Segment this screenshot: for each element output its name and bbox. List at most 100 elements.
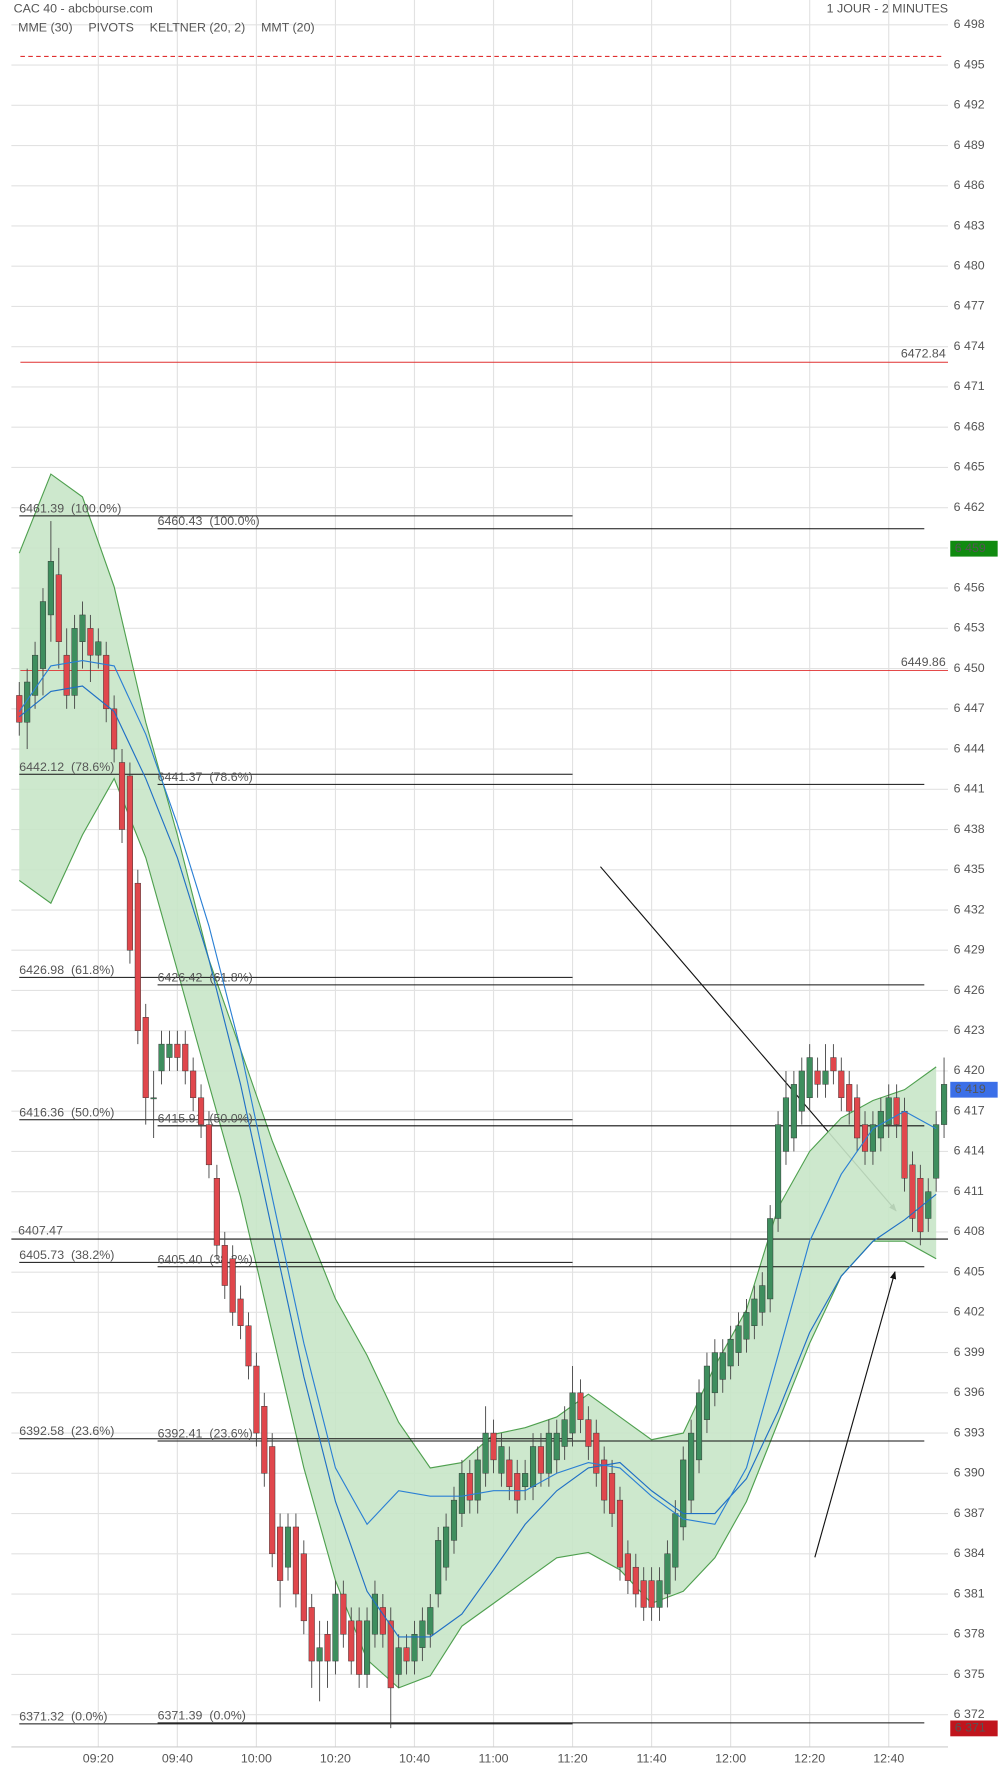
candle-body — [237, 1298, 244, 1327]
candle-body — [118, 762, 126, 830]
candle-body — [103, 654, 110, 710]
candle-body — [656, 1580, 663, 1608]
candle-body — [498, 1446, 505, 1474]
candle-body — [16, 695, 23, 723]
candle-body — [458, 1473, 465, 1514]
candle-body — [111, 708, 118, 750]
y-tick-label: 6 495 — [954, 57, 985, 71]
y-tick-label: 6 438 — [954, 822, 985, 836]
y-tick-label: 6 489 — [954, 138, 985, 152]
candle-body — [277, 1526, 284, 1581]
candle-body — [292, 1526, 299, 1595]
candle-body — [269, 1446, 276, 1555]
y-tick-label: 6 477 — [954, 299, 985, 313]
candle-body — [846, 1084, 853, 1112]
x-tick-label: 10:20 — [320, 1752, 351, 1766]
candle-body — [861, 1124, 869, 1152]
price-tag-label: 6 371 — [955, 1721, 986, 1735]
candle-body — [869, 1124, 876, 1152]
candle-body — [767, 1218, 774, 1300]
x-tick-label: 09:20 — [83, 1752, 114, 1766]
candle-body — [79, 614, 86, 642]
price-tag — [950, 1081, 998, 1098]
candle-body — [221, 1245, 228, 1286]
y-tick-label: 6 375 — [954, 1667, 985, 1681]
candle-body — [522, 1473, 529, 1487]
x-tick-label: 10:00 — [241, 1752, 272, 1766]
candle-body — [569, 1392, 576, 1434]
candle-body — [790, 1084, 797, 1139]
candle-body — [893, 1097, 900, 1125]
y-tick-label: 6 447 — [954, 701, 985, 715]
candle-body — [751, 1298, 758, 1327]
candle-body — [24, 681, 31, 723]
fib-label: 6392.41 (23.6%) — [158, 1426, 253, 1440]
candle-body — [593, 1432, 600, 1474]
candle-body — [371, 1593, 379, 1635]
candle-body — [427, 1607, 434, 1635]
candle-body — [609, 1473, 616, 1514]
candle-body — [316, 1647, 323, 1662]
candle-body — [743, 1312, 750, 1340]
y-tick-label: 6 426 — [954, 983, 985, 997]
fib-label: 6460.43 (100.0%) — [158, 514, 260, 528]
y-tick-label: 6 462 — [954, 500, 985, 514]
candle-body — [126, 775, 133, 951]
y-tick-label: 6 486 — [954, 178, 985, 192]
y-tick-label: 6 453 — [954, 621, 985, 635]
fib-label: 6405.40 (38.2%) — [158, 1252, 253, 1266]
fib-label: 6426.98 (61.8%) — [19, 963, 114, 977]
y-tick-label: 6 429 — [954, 943, 985, 957]
candle-body — [47, 561, 54, 616]
candle-body — [703, 1365, 710, 1420]
candle-body — [55, 574, 62, 642]
y-tick-label: 6 450 — [954, 661, 985, 675]
candle-body — [680, 1459, 687, 1528]
y-tick-label: 6 471 — [954, 379, 985, 393]
y-tick-label: 6 393 — [954, 1425, 985, 1439]
y-tick-label: 6 408 — [954, 1224, 985, 1238]
candle-body — [356, 1620, 363, 1675]
y-tick-label: 6 387 — [954, 1506, 985, 1520]
fib-label: 6392.58 (23.6%) — [19, 1424, 114, 1438]
candle-body — [775, 1124, 782, 1219]
candle-body — [632, 1566, 639, 1595]
candle-body — [411, 1634, 418, 1662]
candle-body — [909, 1164, 916, 1219]
candle-body — [174, 1043, 181, 1058]
candle-body — [514, 1473, 521, 1501]
legend-entry: MME (30) — [18, 20, 72, 34]
candle-body — [672, 1513, 679, 1568]
fib-label: 6371.32 (0.0%) — [19, 1709, 107, 1723]
candle-body — [537, 1446, 544, 1474]
candle-body — [648, 1580, 655, 1608]
y-tick-label: 6 414 — [954, 1144, 985, 1158]
y-tick-label: 6 399 — [954, 1345, 985, 1359]
y-tick-label: 6 474 — [954, 339, 985, 353]
candle-body — [95, 641, 102, 656]
candle-body — [585, 1419, 592, 1447]
candle-body — [403, 1647, 410, 1662]
candle-body — [182, 1043, 189, 1072]
candle-body — [142, 1017, 149, 1098]
candle-body — [814, 1070, 821, 1085]
candle-body — [32, 654, 39, 696]
y-tick-label: 6 396 — [954, 1385, 985, 1399]
candle-body — [798, 1070, 805, 1112]
x-tick-label: 12:40 — [873, 1752, 904, 1766]
candle-body — [506, 1459, 513, 1487]
candle-body — [364, 1620, 371, 1675]
candle-body — [822, 1070, 829, 1085]
candle-body — [695, 1392, 703, 1461]
pivot-label: 6449.86 — [901, 655, 946, 669]
y-tick-label: 6 411 — [954, 1184, 984, 1198]
candle-body — [782, 1097, 790, 1152]
x-tick-label: 11:40 — [637, 1752, 667, 1766]
candle-body — [387, 1620, 394, 1689]
candle-body — [759, 1285, 766, 1313]
moving-average — [18, 659, 937, 1526]
fib-label: 6442.12 (78.6%) — [19, 760, 114, 774]
legend-entry: PIVOTS — [88, 20, 133, 34]
fib-label: 6371.39 (0.0%) — [158, 1708, 246, 1722]
